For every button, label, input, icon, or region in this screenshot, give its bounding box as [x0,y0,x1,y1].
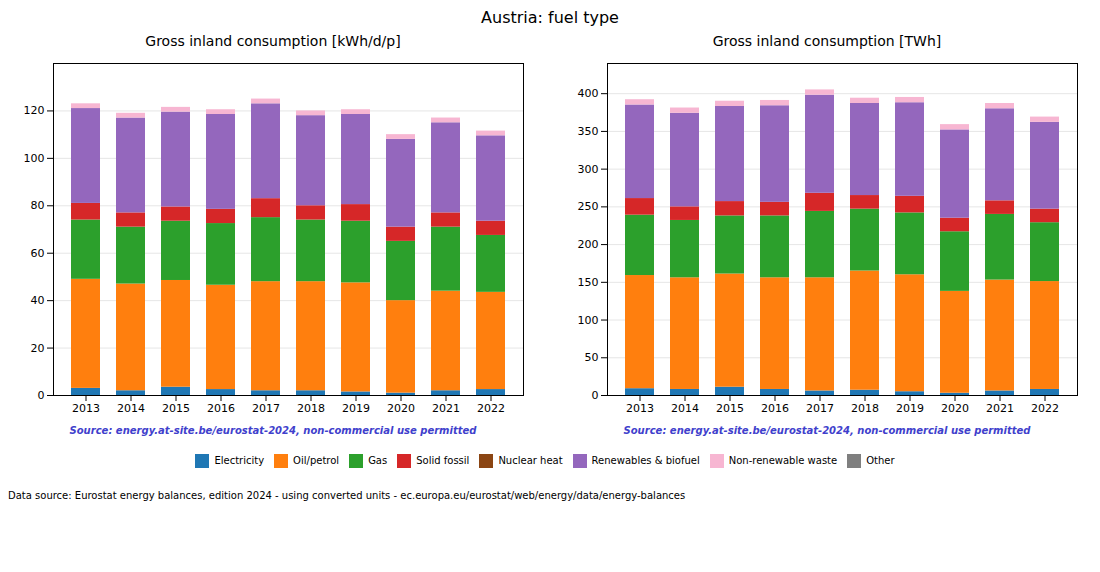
svg-text:2019: 2019 [342,402,370,415]
html-text:Nuclear heat: Nuclear heat [498,455,563,466]
svg-text:2014: 2014 [671,402,699,415]
svg-text:2022: 2022 [1031,402,1059,415]
svg-text:250: 250 [578,200,599,213]
svg-text:2018: 2018 [297,402,325,415]
svg-text:2014: 2014 [117,402,145,415]
svg-text:200: 200 [578,238,599,251]
svg-text:2022: 2022 [477,402,505,415]
svg-text:2013: 2013 [72,402,100,415]
html-text:Gas: Gas [368,455,388,466]
svg-text:2015: 2015 [162,402,190,415]
svg-text:50: 50 [585,351,599,364]
svg-text:300: 300 [578,163,599,176]
svg-text:60: 60 [31,247,45,260]
svg-text:2021: 2021 [986,402,1014,415]
svg-text:100: 100 [578,314,599,327]
svg-text:100: 100 [24,152,45,165]
html-text:Gross inland consumption [TWh]: Gross inland consumption [TWh] [712,33,942,49]
svg-text:2017: 2017 [252,402,280,415]
svg-text:120: 120 [24,104,45,117]
svg-text:2016: 2016 [207,402,235,415]
html-text:Oil/petrol: Oil/petrol [293,455,340,466]
html-text:Gross inland consumption [kWh/: Gross inland consumption [kWh/d/p] [145,33,401,49]
svg-text:2015: 2015 [716,402,744,415]
svg-text:20: 20 [31,342,45,355]
svg-text:80: 80 [31,199,45,212]
svg-text:2013: 2013 [626,402,654,415]
svg-text:2021: 2021 [432,402,460,415]
svg-text:40: 40 [31,294,45,307]
svg-text:2016: 2016 [761,402,789,415]
html-text:Austria: fuel type: Austria: fuel type [481,8,619,27]
svg-text:400: 400 [578,87,599,100]
svg-text:150: 150 [578,276,599,289]
svg-text:0: 0 [38,389,45,402]
svg-text:2018: 2018 [851,402,879,415]
svg-text:2019: 2019 [896,402,924,415]
html-text:Non-renewable waste: Non-renewable waste [728,455,838,466]
svg-text:350: 350 [578,125,599,138]
html-text:Other: Other [866,455,895,466]
html-text:Renewables & biofuel: Renewables & biofuel [591,455,700,466]
svg-text:2017: 2017 [806,402,834,415]
svg-text:0: 0 [592,389,599,402]
html-text:Source: energy.at-site.be/euro: Source: energy.at-site.be/eurostat-2024,… [623,425,1031,436]
svg-text:2020: 2020 [387,402,415,415]
html-text:Data source: Eurostat energy b: Data source: Eurostat energy balances, e… [8,490,686,501]
svg-text:2020: 2020 [941,402,969,415]
html-text:Electricity: Electricity [214,455,265,466]
html-text:Solid fossil: Solid fossil [416,455,470,466]
html-text:Source: energy.at-site.be/euro: Source: energy.at-site.be/eurostat-2024,… [69,425,477,436]
